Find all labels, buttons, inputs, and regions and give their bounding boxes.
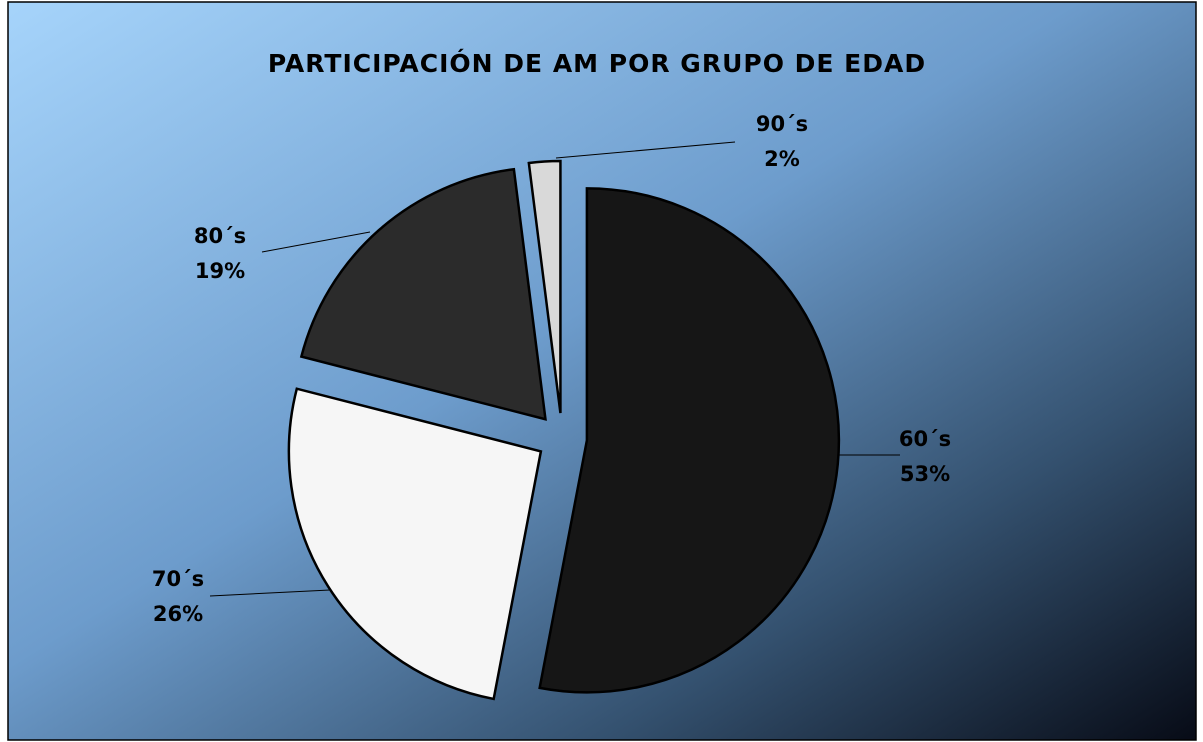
leader-line	[555, 141, 736, 159]
pie-slice	[527, 159, 562, 414]
slice-category-label: 80´s	[194, 224, 246, 248]
slice-value-label: 26%	[153, 602, 203, 626]
leader-line	[261, 231, 371, 253]
slice-category-label: 60´s	[899, 427, 951, 451]
chart-title: PARTICIPACIÓN DE AM POR GRUPO DE EDAD	[268, 48, 926, 78]
pie-slice	[299, 167, 547, 421]
slice-category-label: 70´s	[152, 567, 204, 591]
slice-value-label: 2%	[764, 147, 800, 171]
leader-line	[209, 589, 331, 597]
pie-slice	[287, 387, 543, 701]
slice-category-label: 90´s	[756, 112, 808, 136]
pie-slice	[538, 187, 841, 694]
slice-value-label: 53%	[900, 462, 950, 486]
slice-value-label: 19%	[195, 259, 245, 283]
